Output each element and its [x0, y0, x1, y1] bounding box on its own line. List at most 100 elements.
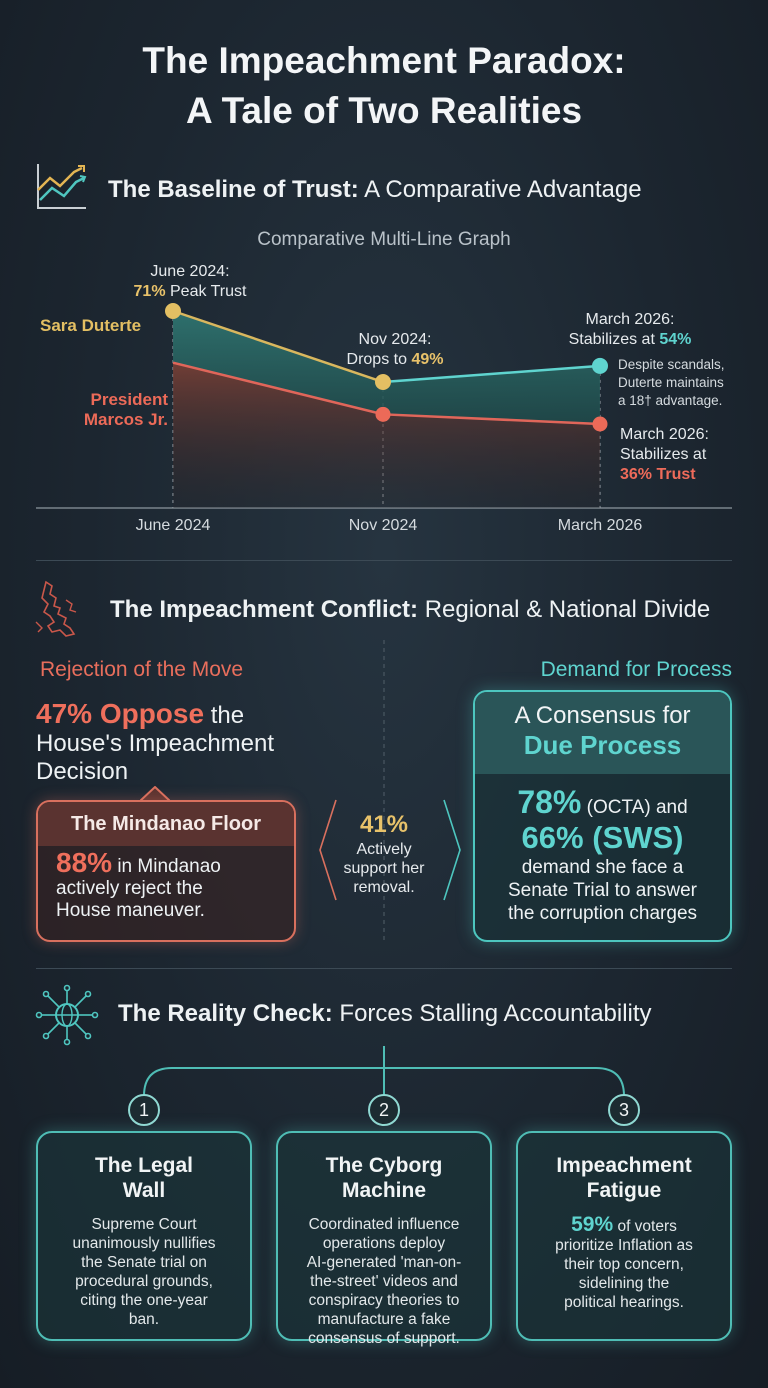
step-number-2: 2 — [368, 1094, 400, 1126]
annotation-march-2026-marcos: March 2026: Stabilizes at 36% Trust — [620, 425, 709, 485]
main-title-line2: A Tale of Two Realities — [185, 90, 583, 131]
legal-wall-line: citing the one-year — [80, 1292, 208, 1309]
due-process-line2: Due Process — [523, 730, 682, 760]
cyborg-machine-body: Coordinated influence operations deploy … — [278, 1215, 490, 1348]
duterte-point-nov-2024 — [375, 374, 391, 391]
section-divider-1 — [36, 560, 732, 561]
callout-pointer — [140, 786, 170, 802]
step-number-3: 3 — [608, 1094, 640, 1126]
marcos-point-march-2026 — [592, 416, 608, 432]
impeachment-fatigue-line: their top concern, — [564, 1256, 684, 1273]
annotation-marcos-line2: Stabilizes at — [620, 446, 707, 463]
section1-heading-bold: The Baseline of Trust: — [108, 176, 359, 203]
center-dividers — [319, 640, 461, 940]
support-removal-line3: removal. — [353, 879, 415, 896]
annotation-march-pre: Stabilizes at — [568, 331, 660, 348]
demand-line1: demand she face a — [521, 857, 684, 878]
marcos-point-nov-2024 — [375, 406, 391, 422]
annotation-marcos-value: 36% Trust — [620, 466, 696, 483]
annotation-advantage-line3: a 18† advantage. — [618, 393, 723, 408]
annotation-advantage-line1: Despite scandals, — [618, 357, 725, 372]
mindanao-line1: 88% in Mindanao — [56, 849, 294, 878]
x-tick-label: June 2024 — [136, 517, 211, 534]
x-tick-label: March 2026 — [558, 517, 643, 534]
due-process-line1: A Consensus for — [514, 702, 691, 729]
annotation-march-2026-duterte: March 2026: Stabilizes at 54% — [540, 310, 720, 350]
network-globe-icon — [35, 984, 99, 1046]
main-title-line1: The Impeachment Paradox: — [142, 40, 626, 81]
sws-value: 66% (SWS) — [521, 820, 684, 855]
chart-subtitle: Comparative Multi-Line Graph — [257, 229, 511, 250]
impeachment-fatigue-card: Impeachment Fatigue 59% of voters priori… — [516, 1131, 732, 1341]
cyborg-machine-line: consensus of support. — [308, 1330, 460, 1347]
support-removal-line2: support her — [343, 860, 425, 877]
due-process-card: A Consensus for Due Process 78% (OCTA) a… — [473, 690, 732, 942]
series-label-duterte: Sara Duterte — [40, 316, 142, 335]
legal-wall-line: the Senate trial on — [81, 1254, 207, 1271]
mindanao-line3: House maneuver. — [56, 900, 205, 921]
section3-heading-bold: The Reality Check: — [118, 1000, 333, 1027]
impeachment-fatigue-first-line: 59% of voters — [528, 1213, 720, 1236]
section1-heading-rest: A Comparative Advantage — [358, 176, 642, 203]
legal-wall-title-line1: The Legal — [94, 1154, 194, 1177]
cyborg-machine-line: conspiracy theories to — [308, 1292, 460, 1309]
annotation-marcos-line1: March 2026: — [620, 426, 709, 443]
rejection-heading: Rejection of the Move — [40, 658, 244, 681]
mindanao-line2: actively reject the — [56, 878, 203, 899]
mindanao-rest: in Mindanao — [112, 856, 221, 877]
oppose-line3: Decision — [36, 758, 129, 785]
annotation-nov-pre: Drops to — [346, 351, 412, 368]
annotation-march-value: 54% — [659, 331, 692, 348]
due-process-card-body: 78% (OCTA) and 66% (SWS) demand she face… — [475, 774, 730, 925]
card-connector-lines — [143, 1046, 625, 1097]
section2-heading: The Impeachment Conflict: Regional & Nat… — [110, 596, 710, 624]
oppose-statement: 47% Oppose the House's Impeachment Decis… — [36, 700, 274, 786]
series-label-marcos: President Marcos Jr. — [58, 390, 168, 430]
annotation-nov-line2: Drops to 49% — [320, 350, 470, 370]
annotation-march-line2: Stabilizes at 54% — [540, 330, 720, 350]
annotation-june-value: 71% — [133, 283, 166, 300]
annotation-june-line2: 71% Peak Trust — [110, 282, 270, 302]
section2-heading-bold: The Impeachment Conflict: — [110, 596, 419, 623]
octa-line: 78% (OCTA) and — [475, 784, 730, 820]
oppose-line1: 47% Oppose the — [36, 700, 274, 730]
octa-value: 78% — [517, 784, 582, 820]
support-removal-stat: 41% Actively support her removal. — [324, 810, 444, 897]
impeachment-fatigue-body: 59% of voters prioritize Inflation as th… — [518, 1213, 730, 1312]
cyborg-machine-title: The Cyborg Machine — [278, 1153, 490, 1203]
cyborg-machine-line: manufacture a fake — [317, 1311, 451, 1328]
duterte-point-june-2024 — [165, 303, 181, 319]
annotation-june-line1: June 2024: — [150, 263, 230, 280]
duterte-line-segment — [382, 364, 601, 384]
annotation-june-rest: Peak Trust — [165, 283, 247, 300]
oppose-rest: the — [204, 702, 245, 729]
section3-heading: The Reality Check: Forces Stalling Accou… — [118, 1000, 652, 1028]
octa-rest: (OCTA) and — [581, 797, 688, 818]
annotation-nov-2024: Nov 2024: Drops to 49% — [320, 330, 470, 370]
legal-wall-title-line2: Wall — [122, 1179, 166, 1202]
series-label-marcos-line1: President — [90, 390, 168, 409]
annotation-advantage: Despite scandals, Duterte maintains a 18… — [618, 356, 725, 410]
step-number-1: 1 — [128, 1094, 160, 1126]
impeachment-fatigue-title-line2: Fatigue — [586, 1179, 662, 1202]
x-tick-label: Nov 2024 — [349, 517, 418, 534]
impeachment-fatigue-line: political hearings. — [564, 1294, 684, 1311]
cyborg-machine-title-line1: The Cyborg — [325, 1154, 443, 1177]
trust-line-chart: June 2024 Nov 2024 March 2026 — [36, 303, 732, 534]
section-divider-2 — [36, 968, 732, 969]
annotation-advantage-line2: Duterte maintains — [618, 375, 724, 390]
impeachment-fatigue-title-line1: Impeachment — [556, 1154, 692, 1177]
legal-wall-card: The Legal Wall Supreme Court unanimously… — [36, 1131, 252, 1341]
annotation-nov-line1: Nov 2024: — [358, 331, 432, 348]
demand-heading: Demand for Process — [540, 658, 732, 681]
cyborg-machine-card: The Cyborg Machine Coordinated influence… — [276, 1131, 492, 1347]
impeachment-fatigue-line: sidelining the — [578, 1275, 670, 1292]
inflation-value: 59% — [571, 1213, 614, 1236]
legal-wall-body: Supreme Court unanimously nullifies the … — [38, 1215, 250, 1329]
impeachment-fatigue-line: prioritize Inflation as — [555, 1237, 693, 1254]
annotation-june-2024: June 2024: 71% Peak Trust — [110, 262, 270, 302]
cyborg-machine-line: Coordinated influence — [308, 1216, 460, 1233]
main-title: The Impeachment Paradox: A Tale of Two R… — [0, 36, 768, 136]
due-process-card-title: A Consensus for Due Process — [475, 692, 730, 774]
mindanao-value: 88% — [56, 847, 113, 878]
